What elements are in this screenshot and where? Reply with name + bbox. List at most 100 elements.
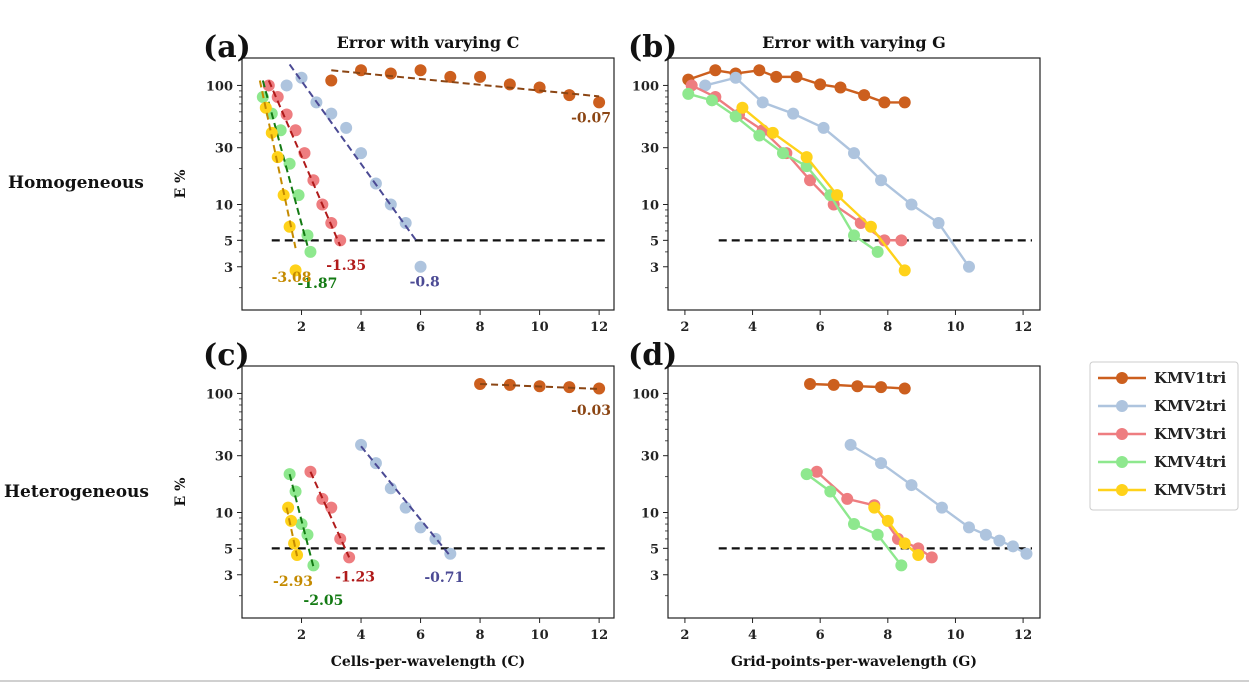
x-tick-label: 8 (476, 320, 485, 335)
data-point (790, 70, 803, 83)
panel-title: Error with varying C (337, 33, 520, 52)
data-point (875, 174, 888, 187)
y-axis-label: E % (173, 170, 189, 199)
panel-b: (b) Error with varying G 2 4 6 8 10 12 3 5 10 30 100 (628, 30, 1041, 335)
legend-label: KMV1tri (1154, 369, 1227, 387)
y-tick-label: 5 (224, 542, 233, 557)
data-point (895, 234, 908, 247)
legend-label: KMV3tri (1154, 425, 1227, 443)
y-tick-label: 30 (641, 450, 659, 465)
data-point (325, 501, 338, 514)
x-tick-label: 12 (590, 320, 608, 335)
fit-line (480, 383, 600, 390)
panel-letter: (b) (628, 30, 677, 65)
legend-label: KMV5tri (1154, 481, 1227, 499)
panel-d: (d) 2 4 6 8 10 12 3 5 10 30 100 Grid-points-per-wave… (628, 338, 1041, 670)
data-point (868, 501, 881, 514)
data-point (871, 528, 884, 541)
x-tick-label: 2 (297, 320, 306, 335)
data-point (898, 264, 911, 277)
data-point (925, 551, 938, 564)
x-tick-label: 6 (416, 628, 425, 643)
data-point (912, 548, 925, 561)
data-point (262, 79, 275, 92)
data-point (753, 129, 766, 142)
data-point (817, 121, 830, 134)
x-tick-label: 2 (680, 628, 689, 643)
data-point (729, 110, 742, 123)
data-point (399, 501, 412, 514)
x-tick-label: 4 (357, 628, 366, 643)
data-point (848, 229, 860, 242)
data-point (593, 382, 606, 395)
slope-label: -3.08 (272, 270, 312, 286)
legend-marker (1116, 400, 1128, 412)
data-point (280, 108, 293, 121)
slope-label: -2.05 (303, 593, 343, 609)
fit-line (285, 507, 299, 557)
panel-letter: (c) (203, 338, 250, 373)
data-point (283, 220, 296, 233)
data-point (848, 147, 860, 160)
series-KMV2tri: -0.71 (355, 438, 464, 586)
x-tick-label: 2 (297, 628, 306, 643)
data-point (766, 126, 779, 139)
data-point (844, 438, 857, 451)
data-point (962, 260, 975, 273)
data-point (898, 382, 911, 395)
y-tick-label: 10 (641, 507, 659, 522)
data-point (993, 534, 1006, 547)
series-KMV1tri: -0.03 (474, 378, 611, 419)
data-point (834, 81, 847, 94)
slope-label: -2.93 (273, 574, 313, 590)
data-point (304, 245, 317, 258)
x-axis-label: Cells-per-wavelength (C) (331, 654, 526, 670)
data-point (935, 501, 948, 514)
y-tick-label: 100 (206, 387, 233, 402)
y-tick-label: 3 (224, 261, 233, 276)
y-tick-label: 3 (224, 569, 233, 584)
data-point (905, 198, 918, 211)
data-point (325, 74, 338, 87)
panel-letter: (a) (203, 30, 251, 65)
slope-label: -1.87 (297, 276, 337, 292)
slope-label: -1.23 (335, 569, 375, 585)
data-point (878, 96, 891, 109)
panel-letter: (d) (628, 338, 677, 373)
data-point (503, 378, 516, 391)
y-tick-label: 30 (215, 142, 233, 157)
data-point (864, 220, 877, 233)
data-point (810, 465, 823, 478)
row-label-homogeneous: Homogeneous (8, 173, 144, 193)
plot-frame (241, 57, 615, 311)
data-point (736, 101, 749, 114)
data-point (800, 160, 813, 173)
data-point (827, 378, 840, 391)
data-point (1020, 547, 1033, 560)
fit-line (267, 80, 342, 247)
data-point (729, 71, 742, 84)
x-tick-label: 4 (748, 628, 757, 643)
data-point (285, 514, 298, 527)
x-tick-label: 8 (883, 628, 892, 643)
data-point (444, 70, 457, 83)
y-tick-label: 3 (650, 261, 659, 276)
y-tick-label: 100 (632, 387, 659, 402)
data-point (355, 147, 368, 160)
data-point (932, 216, 945, 229)
data-point (875, 457, 888, 470)
series-KMV5tri: -3.08 (258, 80, 312, 286)
slope-label: -0.07 (571, 110, 611, 126)
data-point (753, 64, 766, 77)
series-line (873, 506, 920, 556)
slope-label: -0.71 (424, 570, 464, 586)
y-tick-label: 5 (650, 234, 659, 249)
slope-label: -0.03 (571, 403, 611, 419)
fit-line (360, 445, 452, 557)
data-point (295, 518, 308, 531)
slope-label: -1.35 (326, 258, 366, 274)
data-point (334, 532, 347, 545)
fit-line (309, 471, 351, 558)
x-tick-label: 10 (531, 628, 549, 643)
legend-marker (1116, 484, 1128, 496)
